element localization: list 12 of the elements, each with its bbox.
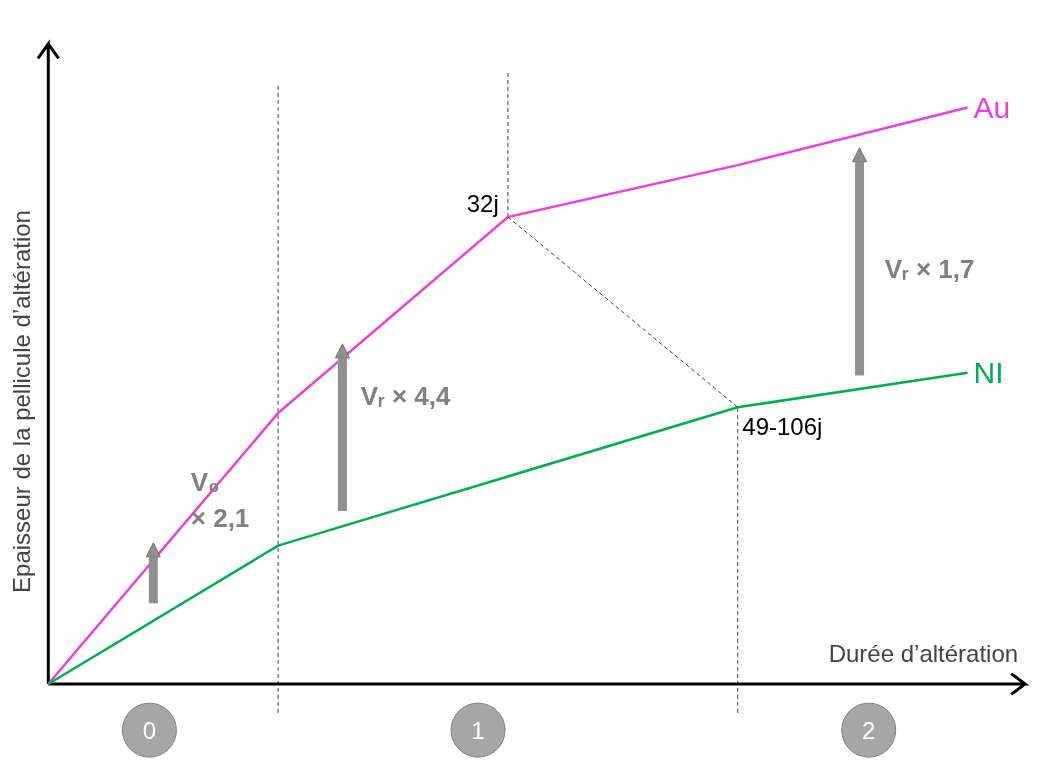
- x-axis-title: Durée d’altération: [828, 639, 1019, 667]
- annotation: Vᵣ × 4,4: [360, 380, 452, 411]
- series-label: NI: [973, 356, 1004, 390]
- text: 0: [142, 716, 157, 744]
- text: 2: [862, 716, 876, 744]
- annotation: V₀ × 2,1: [190, 466, 250, 533]
- series-label: Au: [973, 90, 1011, 124]
- annotation: Vᵣ × 1,7: [884, 253, 975, 284]
- annotation: 32j: [466, 190, 499, 217]
- annotation: 49-106j: [742, 413, 823, 441]
- text: 1: [471, 716, 485, 744]
- y-axis-title: Epaisseur de la pellicule d’altération: [7, 210, 35, 593]
